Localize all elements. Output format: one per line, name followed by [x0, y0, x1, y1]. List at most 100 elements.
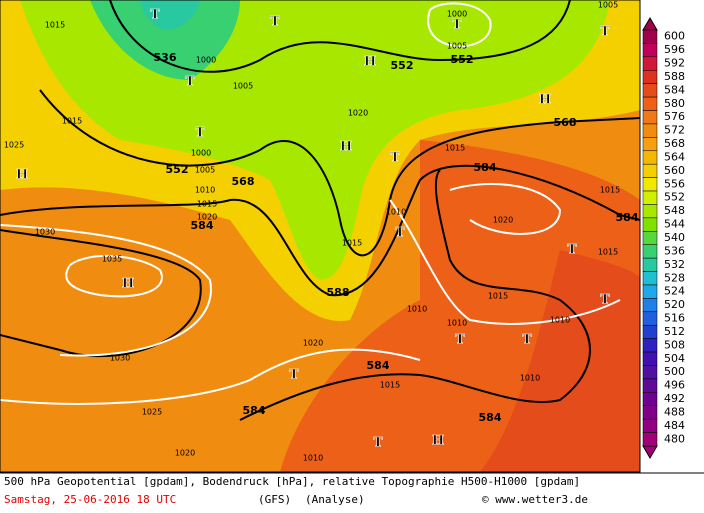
legend-swatch	[642, 324, 658, 339]
legend-swatch	[642, 70, 658, 84]
legend-label: 564	[664, 150, 685, 163]
legend-swatch	[642, 83, 658, 98]
legend-label: 528	[664, 271, 685, 284]
pressure-label: 1020	[493, 216, 513, 225]
legend-swatch	[642, 244, 658, 259]
legend-bottom-arrow	[642, 445, 658, 459]
pressure-label: 1000	[196, 56, 216, 65]
legend-label: 512	[664, 325, 685, 338]
pressure-label: 1015	[598, 248, 618, 257]
pressure-center: T	[289, 368, 299, 383]
pressure-label: 1015	[600, 186, 620, 195]
legend-label: 492	[664, 392, 685, 405]
hot-area	[480, 250, 640, 472]
pressure-label: 1030	[35, 228, 55, 237]
legend-label: 508	[664, 338, 685, 351]
legend-swatch	[642, 163, 658, 178]
legend-label: 520	[664, 298, 685, 311]
legend-swatch	[642, 177, 658, 192]
pressure-center: H	[340, 140, 352, 155]
pressure-center: T	[455, 333, 465, 348]
geopotential-label: 584	[243, 404, 266, 417]
legend-label: 480	[664, 432, 685, 445]
footer-date: Samstag, 25-06-2016 18 UTC	[4, 493, 176, 506]
legend-swatch	[642, 311, 658, 326]
legend-swatch	[642, 392, 658, 406]
legend-label: 560	[664, 164, 685, 177]
legend-swatch	[642, 271, 658, 286]
legend-label: 496	[664, 379, 685, 392]
pressure-label: 1015	[445, 144, 465, 153]
legend-label: 576	[664, 110, 685, 123]
pressure-label: 1025	[4, 141, 24, 150]
geopotential-label: 584	[367, 359, 390, 372]
pressure-center: H	[16, 168, 28, 183]
pressure-label: 1005	[447, 42, 467, 51]
pressure-label: 1035	[102, 255, 122, 264]
pressure-center: T	[270, 15, 280, 30]
pressure-label: 1010	[407, 305, 427, 314]
pressure-label: 1000	[191, 149, 211, 158]
pressure-label: 1015	[62, 117, 82, 126]
pressure-label: 1010	[195, 186, 215, 195]
pressure-label: 1010	[386, 208, 406, 217]
pressure-center: H	[364, 55, 376, 70]
legend-swatch	[642, 190, 658, 205]
legend-label: 596	[664, 43, 685, 56]
pressure-label: 1015	[488, 292, 508, 301]
legend-label: 548	[664, 204, 685, 217]
pressure-center: T	[600, 293, 610, 308]
footer-model: (GFS)	[258, 493, 291, 506]
pressure-label: 1015	[45, 21, 65, 30]
pressure-center: T	[150, 8, 160, 23]
geopotential-label: 588	[327, 286, 350, 299]
geopotential-label: 552	[391, 59, 414, 72]
legend-swatch	[642, 257, 658, 272]
pressure-label: 1005	[598, 1, 618, 10]
pressure-label: 1020	[348, 109, 368, 118]
pressure-center: T	[522, 333, 532, 348]
pressure-label: 1015	[380, 381, 400, 390]
legend-label: 600	[664, 30, 685, 43]
geopotential-label: 584	[191, 219, 214, 232]
pressure-center: T	[195, 126, 205, 141]
legend-swatch	[642, 378, 658, 393]
pressure-center: T	[373, 436, 383, 451]
pressure-center: T	[452, 18, 462, 33]
pressure-label: 1000	[447, 10, 467, 19]
legend-label: 484	[664, 419, 685, 432]
legend-top-arrow	[642, 17, 658, 31]
geopotential-label: 552	[451, 53, 474, 66]
footer-credit: © www.wetter3.de	[482, 493, 588, 506]
pressure-label: 1015	[197, 200, 217, 209]
pressure-center: H	[539, 93, 551, 108]
pressure-center: T	[390, 151, 400, 166]
geopotential-label: 584	[474, 161, 497, 174]
map-frame	[0, 0, 641, 473]
legend-label: 572	[664, 124, 685, 137]
legend-label: 504	[664, 352, 685, 365]
pressure-center: T	[567, 243, 577, 258]
pressure-label: 1020	[197, 213, 217, 222]
geopotential-label: 568	[554, 116, 577, 129]
legend-swatch	[642, 150, 658, 165]
legend-label: 592	[664, 57, 685, 70]
footer-title: 500 hPa Geopotential [gpdam], Bodendruck…	[4, 475, 580, 488]
geopotential-label: 552	[166, 163, 189, 176]
legend-swatch	[642, 365, 658, 380]
legend-label: 544	[664, 218, 685, 231]
legend-swatch	[642, 338, 658, 353]
geopotential-label: 584	[616, 211, 639, 224]
legend-swatch	[642, 405, 658, 420]
pressure-center: T	[395, 226, 405, 241]
legend-label: 500	[664, 365, 685, 378]
legend-label: 488	[664, 405, 685, 418]
legend-swatch	[642, 29, 658, 44]
legend-label: 588	[664, 70, 685, 83]
legend-swatch	[642, 351, 658, 366]
legend-swatch	[642, 56, 658, 71]
legend-swatch	[642, 418, 658, 433]
pressure-label: 1020	[303, 339, 323, 348]
